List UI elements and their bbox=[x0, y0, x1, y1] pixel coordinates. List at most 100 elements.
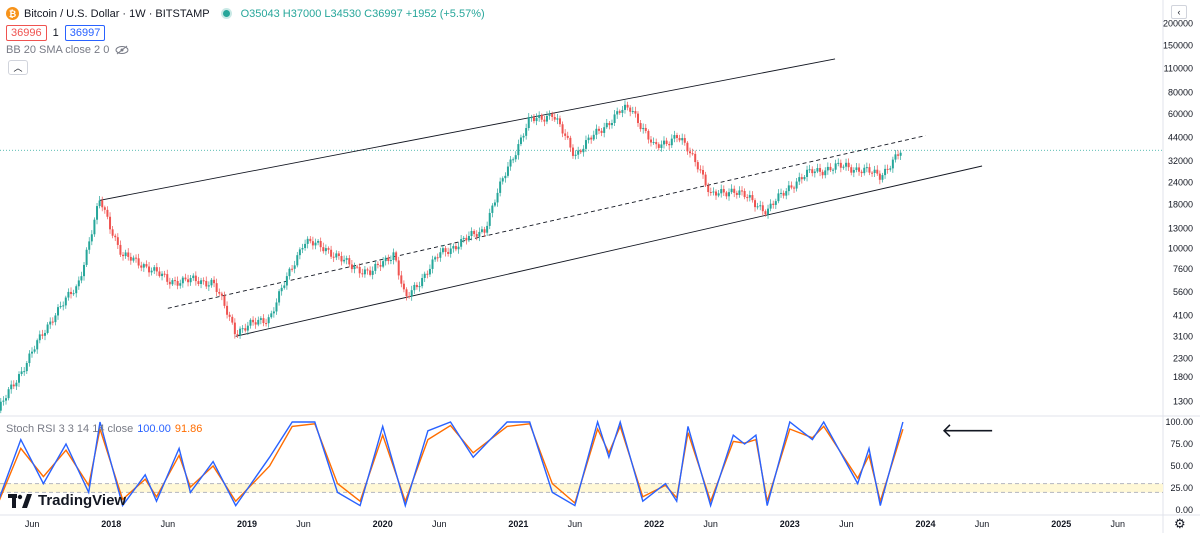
collapse-legend-button[interactable]: ︿ bbox=[8, 60, 28, 75]
stoch-k-line bbox=[0, 419, 904, 509]
candle-body bbox=[241, 328, 244, 330]
candle-body bbox=[473, 230, 476, 235]
candle-body bbox=[647, 130, 650, 140]
candle-body bbox=[135, 257, 138, 259]
settings-gear-icon[interactable]: ⚙ bbox=[1174, 516, 1186, 531]
time-tick-label: Jun bbox=[25, 519, 40, 529]
candle-body bbox=[569, 137, 572, 148]
candle-body bbox=[610, 123, 613, 126]
candle-body bbox=[616, 111, 619, 115]
candle-body bbox=[673, 135, 676, 139]
candle-body bbox=[17, 374, 20, 383]
candle-body bbox=[356, 266, 359, 268]
candle-body bbox=[728, 192, 731, 197]
candle-body bbox=[236, 334, 239, 336]
candle-body bbox=[44, 332, 47, 336]
candle-body bbox=[626, 104, 629, 108]
candle-body bbox=[98, 200, 101, 207]
candle-body bbox=[608, 122, 611, 126]
candle-body bbox=[746, 197, 749, 199]
candle-body bbox=[496, 192, 499, 203]
candle-body bbox=[382, 261, 385, 267]
tradingview-logo[interactable]: TradingView bbox=[8, 492, 126, 509]
candle-body bbox=[675, 135, 678, 138]
candle-body bbox=[824, 170, 827, 176]
candle-body bbox=[88, 241, 91, 250]
candle-body bbox=[226, 305, 229, 315]
candle-body bbox=[899, 152, 902, 156]
candle-body bbox=[137, 258, 140, 266]
candle-body bbox=[293, 265, 296, 269]
candle-body bbox=[457, 246, 460, 250]
candle-body bbox=[262, 318, 265, 324]
candle-body bbox=[85, 249, 88, 265]
candle-body bbox=[280, 287, 283, 292]
candle-body bbox=[431, 259, 434, 269]
sell-price-button[interactable]: 36996 bbox=[6, 25, 47, 41]
candle-body bbox=[480, 229, 483, 232]
candle-body bbox=[590, 137, 593, 140]
time-tick-label: 2022 bbox=[644, 519, 664, 529]
candle-body bbox=[309, 238, 312, 242]
eye-hidden-icon[interactable] bbox=[115, 45, 129, 55]
candle-body bbox=[694, 153, 697, 163]
candle-body bbox=[332, 256, 335, 258]
candle-body bbox=[28, 353, 31, 364]
candle-body bbox=[145, 264, 148, 267]
candle-body bbox=[249, 319, 252, 326]
candle-body bbox=[345, 258, 348, 260]
candle-body bbox=[832, 169, 835, 171]
candle-body bbox=[660, 144, 663, 148]
candle-body bbox=[506, 166, 509, 176]
candle-body bbox=[392, 252, 395, 261]
candle-body bbox=[556, 118, 559, 120]
candle-body bbox=[878, 173, 881, 180]
indicator-legend[interactable]: BB 20 SMA close 2 0 bbox=[6, 44, 129, 56]
candle-body bbox=[709, 192, 712, 194]
candle-body bbox=[579, 150, 582, 153]
candle-body bbox=[538, 115, 541, 118]
candle-body bbox=[283, 285, 286, 288]
candle-body bbox=[873, 169, 876, 173]
candle-body bbox=[603, 127, 606, 133]
chevron-left-icon: ‹ bbox=[1177, 7, 1181, 17]
candle-body bbox=[369, 270, 372, 275]
candle-body bbox=[166, 274, 169, 282]
price-tick-label: 5600 bbox=[1173, 287, 1193, 297]
time-tick-label: Jun bbox=[161, 519, 176, 529]
candle-body bbox=[470, 230, 473, 236]
stoch-legend[interactable]: Stoch RSI 3 3 14 14 close 100.00 91.86 bbox=[6, 423, 202, 435]
stoch-band bbox=[0, 483, 1163, 493]
candle-body bbox=[189, 278, 192, 283]
candle-body bbox=[769, 203, 772, 209]
candle-body bbox=[813, 171, 816, 174]
candle-body bbox=[231, 316, 234, 323]
candle-body bbox=[868, 167, 871, 173]
candle-body bbox=[324, 248, 327, 252]
price-tick-label: 32000 bbox=[1168, 156, 1193, 166]
price-tick-label: 44000 bbox=[1168, 132, 1193, 142]
candle-body bbox=[270, 313, 273, 318]
candle-body bbox=[876, 169, 879, 174]
chart-title[interactable]: Bitcoin / U.S. Dollar · 1W · BITSTAMP bbox=[24, 7, 210, 20]
candle-body bbox=[767, 208, 770, 215]
candle-body bbox=[171, 280, 174, 285]
candle-body bbox=[72, 293, 75, 295]
candle-body bbox=[291, 268, 294, 270]
candle-body bbox=[140, 265, 143, 268]
time-tick-label: 2020 bbox=[373, 519, 393, 529]
candle-body bbox=[96, 206, 99, 220]
candle-body bbox=[184, 277, 187, 280]
scale-toggle-button[interactable]: ‹ bbox=[1171, 5, 1187, 19]
candle-body bbox=[566, 135, 569, 138]
candle-body bbox=[834, 163, 837, 170]
price-tick-label: 10000 bbox=[1168, 243, 1193, 253]
candle-body bbox=[59, 306, 62, 308]
candle-body bbox=[512, 159, 515, 161]
time-tick-label: 2025 bbox=[1051, 519, 1071, 529]
candle-body bbox=[358, 266, 361, 274]
candle-body bbox=[124, 252, 127, 257]
buy-price-button[interactable]: 36997 bbox=[64, 25, 106, 41]
candle-body bbox=[897, 154, 900, 156]
